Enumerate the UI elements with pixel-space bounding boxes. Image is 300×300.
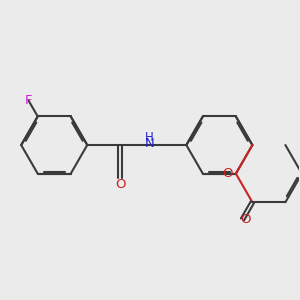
Text: N: N xyxy=(145,137,155,150)
Text: H: H xyxy=(145,131,154,144)
Text: O: O xyxy=(241,213,251,226)
Text: O: O xyxy=(115,178,125,190)
Text: F: F xyxy=(25,94,32,107)
Text: O: O xyxy=(222,167,233,180)
